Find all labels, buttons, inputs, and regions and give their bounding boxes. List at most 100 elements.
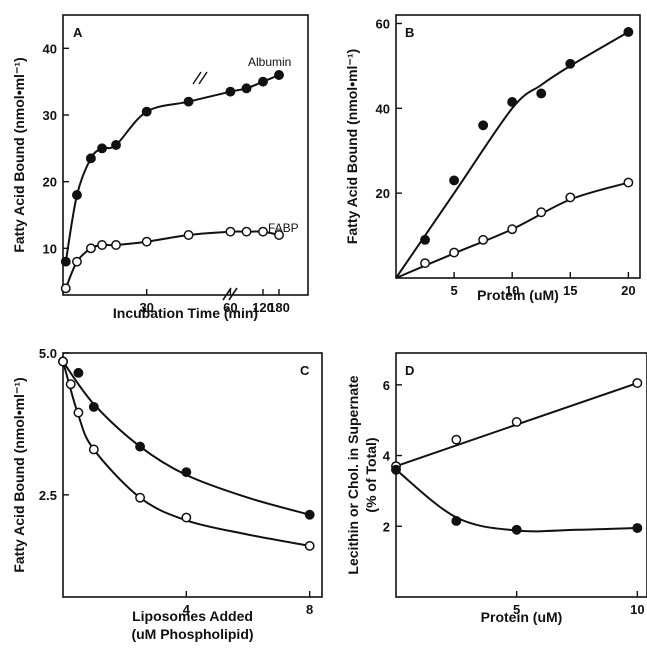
data-point-filled — [304, 509, 315, 520]
x-tick-label: 120 — [252, 300, 274, 315]
data-point-fabp — [72, 256, 82, 267]
panel-a-frame — [62, 14, 309, 296]
data-point-filled — [420, 234, 430, 245]
y-axis-label: Fatty Acid Bound (nmol•ml⁻¹) — [344, 49, 360, 244]
panel-d-frame — [395, 352, 647, 598]
data-point-open — [304, 540, 315, 551]
data-point-open — [58, 356, 68, 367]
data-point-albumin — [274, 70, 284, 80]
y-tick-label: 40 — [43, 41, 57, 56]
x-tick-label: 10 — [630, 602, 644, 617]
data-point-filled — [623, 27, 634, 37]
data-point-filled — [391, 464, 401, 475]
data-point-filled — [449, 175, 460, 186]
series-label-fabp: FABP — [268, 221, 299, 235]
data-point-fabp — [141, 236, 152, 247]
x-tick-label: 5 — [513, 602, 520, 617]
y-tick-label: 4 — [383, 449, 391, 464]
data-point-filled — [511, 524, 522, 535]
y-tick-label: 5.0 — [39, 346, 57, 361]
data-point-filled — [478, 120, 489, 131]
data-point-albumin — [141, 106, 152, 117]
data-point-fabp — [225, 226, 236, 237]
x-axis-label: Protein (uM) — [481, 609, 563, 625]
y-tick-label: 30 — [43, 108, 57, 123]
panel-b-frame — [395, 14, 641, 279]
panel-letter-b: B — [405, 25, 414, 40]
data-point-open — [623, 177, 634, 188]
data-point-albumin — [183, 96, 194, 107]
data-point-filled — [73, 367, 84, 378]
x-tick-label: 8 — [306, 602, 313, 617]
x-tick-label: 180 — [268, 300, 290, 315]
series-curve-filled — [62, 360, 310, 516]
panel-letter-c: C — [300, 363, 310, 378]
series-curve-fabp — [64, 230, 280, 289]
data-point-filled — [451, 516, 462, 526]
y-tick-label: 20 — [376, 186, 390, 201]
series-curve-filled — [395, 31, 629, 279]
data-point-open — [65, 379, 76, 390]
y-tick-label: 20 — [43, 175, 57, 190]
data-point-albumin — [60, 256, 71, 267]
x-tick-label: 20 — [621, 283, 635, 298]
data-point-open — [478, 234, 489, 245]
data-point-open — [449, 247, 460, 258]
data-point-fabp — [85, 243, 96, 254]
series-curve-filled — [395, 468, 638, 533]
data-point-filled — [507, 97, 518, 107]
x-tick-label: 60 — [223, 300, 237, 315]
data-point-fabp — [111, 240, 121, 250]
x-tick-label: 5 — [450, 283, 457, 298]
data-point-open — [565, 192, 576, 203]
data-point-albumin — [97, 143, 108, 154]
data-point-open — [73, 407, 84, 418]
y-tick-label: 6 — [383, 378, 390, 393]
panel-d: 2 4 6 5 10 D Protein (uM) Lecithin or Chol. in … — [345, 352, 647, 625]
data-point-open — [135, 492, 146, 503]
data-point-open — [507, 224, 518, 235]
data-point-filled — [565, 58, 576, 69]
x-axis-label: Incubation Time (min) — [113, 305, 258, 321]
y-tick-label: 60 — [376, 16, 390, 31]
x-axis-label: (uM Phospholipid) — [131, 626, 253, 642]
data-point-open — [420, 258, 430, 269]
data-point-filled — [632, 523, 643, 533]
y-axis-label: Fatty Acid Bound (nmol•ml⁻¹) — [11, 377, 27, 572]
data-point-fabp — [183, 230, 194, 240]
data-point-albumin — [225, 86, 236, 97]
x-tick-label: 10 — [505, 283, 519, 298]
data-point-fabp — [274, 230, 284, 240]
panel-letter-a: A — [73, 25, 83, 40]
data-point-albumin — [72, 190, 82, 200]
y-tick-label: 40 — [376, 101, 390, 116]
data-point-filled — [181, 467, 192, 478]
panel-c: 2.5 5.0 4 8 C Liposomes Added (uM Phospholipid… — [11, 346, 323, 642]
data-point-open — [536, 207, 547, 218]
y-tick-label: 10 — [43, 241, 57, 256]
data-point-fabp — [97, 240, 108, 250]
y-axis-label: (% of Total) — [363, 437, 379, 512]
x-tick-label: 30 — [139, 300, 153, 315]
x-axis-label: Protein (uM) — [477, 287, 559, 303]
data-point-albumin — [85, 153, 96, 164]
data-point-albumin — [111, 140, 121, 150]
data-point-fabp — [258, 226, 268, 237]
x-tick-label: 4 — [183, 602, 191, 617]
panel-b: 20 40 60 5 10 15 20 B Protein (uM) Fatty Acid Bou… — [344, 14, 641, 303]
curve-break-mark — [192, 71, 208, 85]
data-point-open — [511, 417, 522, 427]
data-point-fabp — [241, 226, 252, 237]
data-point-filled — [135, 441, 146, 452]
y-tick-label: 2 — [383, 519, 390, 534]
data-point-open — [632, 378, 643, 389]
panel-c-frame — [62, 352, 323, 598]
x-axis-label: Liposomes Added — [132, 608, 253, 624]
data-point-fabp — [60, 283, 71, 294]
y-tick-label: 2.5 — [39, 488, 57, 503]
data-point-open — [88, 444, 99, 455]
x-tick-label: 15 — [563, 283, 577, 298]
data-point-filled — [88, 401, 99, 412]
